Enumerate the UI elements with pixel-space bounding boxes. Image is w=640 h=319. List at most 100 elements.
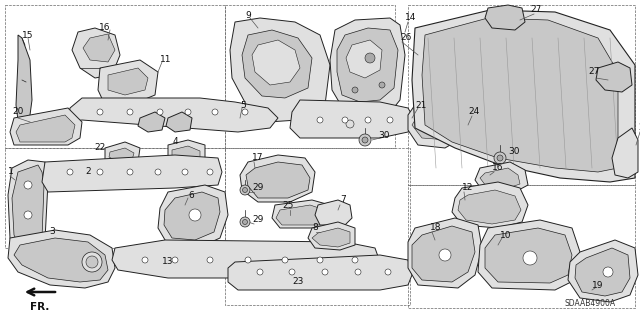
Text: 11: 11 [160, 56, 172, 64]
Text: 1: 1 [8, 167, 13, 176]
Text: 10: 10 [500, 231, 511, 240]
Circle shape [603, 267, 613, 277]
Polygon shape [68, 98, 278, 132]
Polygon shape [8, 230, 115, 288]
Polygon shape [272, 200, 332, 228]
Polygon shape [14, 238, 108, 282]
Text: 14: 14 [405, 13, 417, 23]
Polygon shape [252, 40, 300, 85]
Polygon shape [612, 128, 638, 178]
Polygon shape [312, 228, 350, 247]
Circle shape [523, 251, 537, 265]
Circle shape [157, 109, 163, 115]
Circle shape [207, 169, 213, 175]
Polygon shape [408, 98, 470, 148]
Text: 15: 15 [22, 31, 34, 40]
Circle shape [245, 257, 251, 263]
Polygon shape [412, 226, 475, 282]
Polygon shape [422, 18, 618, 172]
Polygon shape [228, 255, 412, 290]
Polygon shape [230, 18, 330, 122]
Circle shape [362, 137, 368, 143]
Text: 5: 5 [240, 100, 246, 109]
Polygon shape [485, 228, 572, 283]
Text: 17: 17 [252, 153, 264, 162]
Polygon shape [108, 68, 148, 95]
Circle shape [257, 269, 263, 275]
Circle shape [317, 117, 323, 123]
Polygon shape [246, 162, 310, 198]
Text: 28: 28 [638, 123, 640, 132]
Polygon shape [138, 112, 165, 132]
Polygon shape [338, 112, 362, 135]
Polygon shape [42, 155, 222, 192]
Text: FR.: FR. [30, 302, 50, 312]
Circle shape [97, 109, 103, 115]
Text: 23: 23 [292, 278, 304, 286]
Polygon shape [164, 192, 220, 240]
Text: 18: 18 [430, 224, 442, 233]
Circle shape [359, 134, 371, 146]
Polygon shape [452, 182, 528, 228]
Polygon shape [346, 40, 382, 78]
Circle shape [242, 109, 248, 115]
Polygon shape [575, 248, 630, 296]
Circle shape [289, 269, 295, 275]
Text: 6: 6 [188, 190, 194, 199]
Circle shape [182, 169, 188, 175]
Polygon shape [10, 108, 82, 145]
Text: 27: 27 [530, 5, 541, 14]
Circle shape [127, 169, 133, 175]
Polygon shape [72, 28, 120, 78]
Text: 29: 29 [252, 216, 264, 225]
Polygon shape [242, 30, 312, 98]
Text: 29: 29 [252, 183, 264, 192]
Text: 30: 30 [378, 130, 390, 139]
Polygon shape [8, 160, 48, 255]
Circle shape [240, 217, 250, 227]
Polygon shape [408, 218, 482, 288]
Polygon shape [290, 100, 415, 138]
Polygon shape [308, 222, 355, 250]
Polygon shape [98, 60, 158, 105]
Polygon shape [112, 240, 380, 278]
Polygon shape [485, 5, 525, 30]
Circle shape [355, 269, 361, 275]
Polygon shape [330, 18, 405, 120]
Circle shape [212, 109, 218, 115]
Polygon shape [105, 142, 140, 165]
Circle shape [352, 257, 358, 263]
Text: 16: 16 [99, 24, 111, 33]
Polygon shape [172, 146, 200, 162]
Text: SDAAB4900A: SDAAB4900A [564, 299, 616, 308]
Polygon shape [315, 200, 352, 225]
Polygon shape [478, 220, 580, 290]
Circle shape [494, 152, 506, 164]
Polygon shape [240, 155, 315, 202]
Circle shape [497, 155, 503, 161]
Circle shape [155, 169, 161, 175]
Circle shape [322, 269, 328, 275]
Circle shape [142, 257, 148, 263]
Circle shape [385, 269, 391, 275]
Polygon shape [475, 162, 528, 192]
Polygon shape [158, 185, 228, 248]
Polygon shape [276, 205, 327, 225]
Circle shape [342, 117, 348, 123]
Text: 16: 16 [492, 164, 504, 173]
Circle shape [243, 188, 248, 192]
Circle shape [86, 256, 98, 268]
Polygon shape [596, 62, 632, 92]
Polygon shape [458, 190, 521, 224]
Polygon shape [412, 105, 460, 140]
Text: 8: 8 [312, 224, 317, 233]
Polygon shape [480, 168, 520, 188]
Circle shape [189, 209, 201, 221]
Circle shape [439, 249, 451, 261]
Circle shape [346, 120, 354, 128]
Polygon shape [168, 140, 205, 165]
Circle shape [379, 82, 385, 88]
Polygon shape [109, 148, 134, 162]
Circle shape [207, 257, 213, 263]
Circle shape [387, 117, 393, 123]
